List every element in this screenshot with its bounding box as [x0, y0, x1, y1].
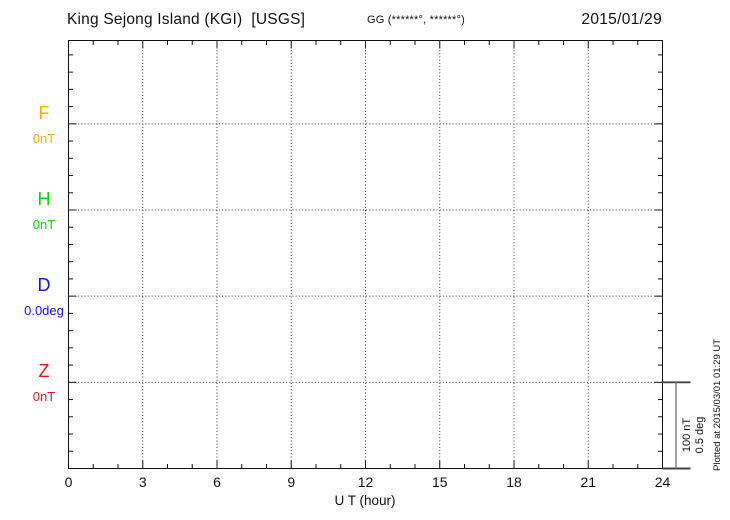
scale-bar-deg: 0.5 deg — [693, 416, 705, 454]
channel-value-Z: 0nT — [32, 389, 56, 405]
channel-value-F: 0nT — [32, 130, 56, 146]
page-title: King Sejong Island (KGI) [USGS] — [67, 11, 306, 28]
channel-label-F: F — [38, 102, 50, 123]
channel-label-Z: Z — [38, 361, 50, 382]
x-tick-label-9: 9 — [287, 474, 296, 490]
channel-value-H: 0nT — [32, 216, 56, 232]
plotted-at-note: Plotted at 2015/03/01 01:29 UT — [712, 338, 723, 471]
x-tick-label-21: 21 — [580, 474, 597, 490]
x-tick-label-6: 6 — [213, 474, 221, 490]
channel-value-D: 0.0deg — [24, 303, 64, 319]
channel-label-D: D — [37, 275, 51, 296]
scale-bar-nt: 100 nT — [680, 417, 693, 453]
channel-label-H: H — [37, 188, 51, 209]
x-tick-label-3: 3 — [138, 474, 147, 490]
x-tick-label-0: 0 — [64, 474, 73, 490]
geographic-coords: GG (******°, ******°) — [367, 14, 465, 26]
x-tick-label-15: 15 — [431, 474, 448, 490]
plot-date: 2015/01/29 — [581, 11, 662, 28]
x-tick-label-24: 24 — [654, 474, 671, 490]
x-axis-label: U T (hour) — [334, 493, 396, 508]
scale-bar-label: 100 nT 0.5 deg — [681, 400, 707, 470]
x-tick-label-12: 12 — [357, 474, 374, 490]
x-tick-label-18: 18 — [506, 474, 522, 490]
